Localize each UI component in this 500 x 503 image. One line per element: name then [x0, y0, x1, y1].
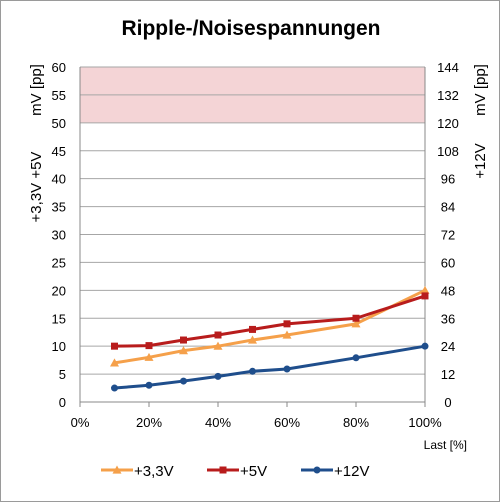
legend-marker-12v — [313, 466, 321, 474]
data-point-12v — [145, 381, 153, 389]
right-tick-label: 144 — [437, 60, 459, 75]
data-point-12v — [352, 354, 360, 362]
data-point-5v — [145, 342, 153, 350]
right-tick-label: 96 — [441, 172, 455, 187]
left-axis-rails-label: +3,3V +5V — [28, 152, 45, 223]
left-tick-label: 60 — [52, 60, 66, 75]
data-point-12v — [111, 384, 118, 392]
left-tick-label: 15 — [52, 311, 66, 326]
right-tick-label: 48 — [441, 283, 455, 298]
left-tick-label: 35 — [52, 200, 66, 215]
legend: +3,3V +5V +12V — [101, 463, 369, 480]
x-axis-label: Last [%] — [424, 438, 467, 452]
left-tick-label: 40 — [52, 172, 66, 187]
x-tick-label: 40% — [205, 415, 231, 430]
right-tick-label: 108 — [437, 144, 459, 159]
right-axis-rail-label: +12V — [472, 143, 489, 178]
data-point-33v — [179, 346, 188, 355]
data-point-12v — [421, 342, 429, 350]
series-line-12v — [114, 344, 426, 390]
right-tick-label: 24 — [441, 339, 455, 354]
legend-label-5v: +5V — [240, 463, 267, 480]
left-tick-label: 30 — [52, 228, 66, 243]
right-tick-label: 60 — [441, 255, 455, 270]
data-point-12v — [180, 377, 187, 385]
data-point-5v — [352, 314, 360, 322]
data-point-5v — [283, 320, 291, 328]
right-tick-label: 72 — [441, 228, 455, 243]
x-tick-label: 20% — [136, 415, 162, 430]
right-tick-label: 0 — [444, 395, 451, 410]
left-axis-unit-label: mV [pp] — [28, 64, 45, 116]
data-point-33v — [420, 285, 430, 294]
data-point-33v — [351, 319, 361, 328]
left-tick-label: 55 — [52, 88, 66, 103]
left-tick-label: 5 — [59, 367, 66, 382]
left-tick-label: 25 — [52, 255, 66, 270]
legend-marker-5v — [219, 466, 227, 474]
data-point-12v — [283, 365, 291, 373]
data-point-33v — [110, 358, 119, 367]
right-tick-label: 36 — [441, 311, 455, 326]
x-tick-label: 100% — [408, 415, 442, 430]
x-tick-label: 80% — [343, 415, 369, 430]
right-tick-label: 120 — [437, 116, 459, 131]
right-tick-label: 12 — [441, 367, 455, 382]
right-tick-label: 132 — [437, 88, 459, 103]
right-tick-label: 84 — [441, 200, 455, 215]
data-point-5v — [180, 336, 187, 344]
right-axis-unit-label: mV [pp] — [472, 64, 489, 116]
series-line-33v — [114, 288, 426, 365]
left-tick-label: 50 — [52, 116, 66, 131]
data-point-12v — [249, 367, 256, 375]
left-tick-label: 0 — [59, 395, 66, 410]
legend-marker-33v — [112, 465, 122, 474]
data-point-33v — [213, 341, 223, 350]
series-line-5v — [114, 294, 426, 348]
x-tick-label: 0% — [71, 415, 90, 430]
data-point-33v — [248, 335, 257, 344]
x-tick-label: 60% — [274, 415, 300, 430]
data-point-33v — [144, 352, 154, 361]
data-point-33v — [282, 330, 292, 339]
data-point-12v — [214, 372, 222, 380]
legend-label-12v: +12V — [334, 463, 369, 480]
chart-title: Ripple-/Noisespannungen — [121, 17, 380, 40]
left-tick-label: 10 — [52, 339, 66, 354]
left-tick-label: 45 — [52, 144, 66, 159]
legend-label-33v: +3,3V — [134, 463, 174, 480]
data-point-5v — [111, 342, 118, 350]
data-point-5v — [214, 331, 222, 339]
left-tick-label: 20 — [52, 283, 66, 298]
data-point-5v — [421, 292, 429, 300]
data-point-5v — [249, 325, 256, 333]
